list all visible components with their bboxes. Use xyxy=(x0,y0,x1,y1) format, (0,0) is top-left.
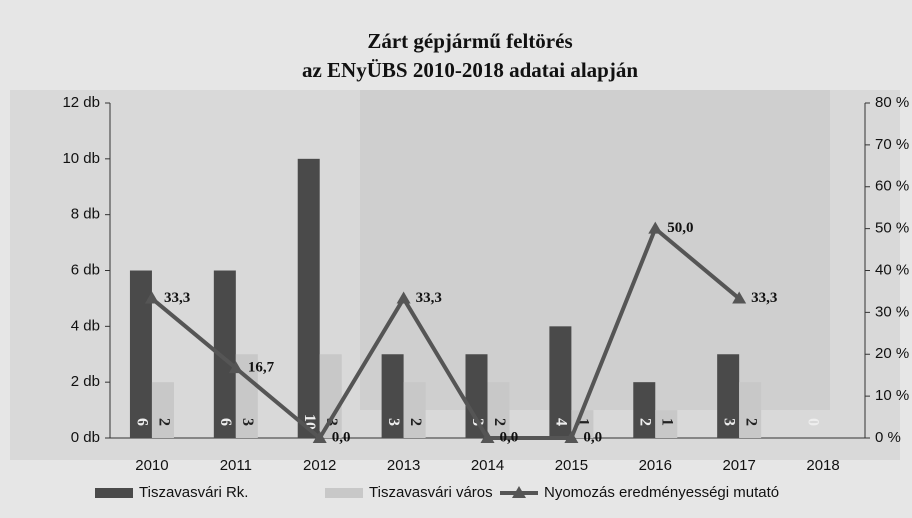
legend-label: Tiszavasvári város xyxy=(369,484,493,501)
bar-value-label: 4 xyxy=(553,418,570,426)
bar-value-label: 2 xyxy=(637,418,654,426)
bar xyxy=(152,382,174,438)
chart-subtitle: az ENyÜBS 2010-2018 adatai alapján xyxy=(302,58,638,82)
line-value-label: 0,0 xyxy=(583,429,602,445)
x-tick-label: 2016 xyxy=(639,457,672,474)
bar-value-label: 3 xyxy=(385,418,402,426)
bar xyxy=(130,271,152,439)
x-tick-label: 2011 xyxy=(220,457,252,474)
bar xyxy=(633,382,655,438)
bar xyxy=(298,159,320,438)
x-tick-label: 2013 xyxy=(387,457,420,474)
y-tick-label: 10 db xyxy=(62,150,100,167)
x-tick-label: 2010 xyxy=(135,457,168,474)
bar xyxy=(739,382,761,438)
chart-title: Zárt gépjármű feltörés xyxy=(367,29,572,53)
bar-value-label: 2 xyxy=(407,418,424,426)
bar-value-label: 2 xyxy=(742,418,759,426)
y-tick-label: 4 db xyxy=(71,317,100,334)
y2-tick-label: 10 % xyxy=(875,387,909,404)
y2-tick-label: 0 % xyxy=(875,429,901,446)
building xyxy=(360,90,830,410)
chart: Zárt gépjármű feltörés az ENyÜBS 2010-20… xyxy=(0,0,912,518)
bar-value-label: 2 xyxy=(155,418,172,426)
y-tick-label: 8 db xyxy=(71,206,100,223)
legend-label: Nyomozás eredményességi mutató xyxy=(544,484,779,501)
bar-value-label: 3 xyxy=(720,418,737,426)
x-tick-label: 2017 xyxy=(722,457,755,474)
y2-tick-label: 50 % xyxy=(875,220,909,237)
legend-swatch xyxy=(95,488,133,498)
bar-value-label: 2 xyxy=(491,418,508,426)
y2-tick-label: 80 % xyxy=(875,94,909,111)
y2-tick-label: 20 % xyxy=(875,345,909,362)
legend-label: Tiszavasvári Rk. xyxy=(139,484,248,501)
line-value-label: 33,3 xyxy=(751,290,777,306)
x-tick-label: 2018 xyxy=(806,457,839,474)
y2-tick-label: 60 % xyxy=(875,178,909,195)
y-tick-label: 2 db xyxy=(71,373,100,390)
bar xyxy=(404,382,426,438)
y-tick-label: 12 db xyxy=(62,94,100,111)
bar-value-label: 0 xyxy=(804,418,821,426)
legend-swatch xyxy=(325,488,363,498)
line-value-label: 33,3 xyxy=(416,290,442,306)
y2-tick-label: 30 % xyxy=(875,303,909,320)
bar-value-label: 1 xyxy=(659,418,676,426)
x-tick-label: 2012 xyxy=(303,457,336,474)
bar-value-label: 6 xyxy=(217,418,234,426)
x-tick-label: 2014 xyxy=(471,457,504,474)
x-tick-label: 2015 xyxy=(555,457,588,474)
line-value-label: 0,0 xyxy=(500,429,519,445)
line-value-label: 50,0 xyxy=(667,220,693,236)
line-value-label: 0,0 xyxy=(332,429,351,445)
y2-tick-label: 40 % xyxy=(875,261,909,278)
line-value-label: 16,7 xyxy=(248,360,275,376)
y2-tick-label: 70 % xyxy=(875,136,909,153)
line-value-label: 33,3 xyxy=(164,290,190,306)
y-tick-label: 0 db xyxy=(71,429,100,446)
y-tick-label: 6 db xyxy=(71,261,100,278)
bar-value-label: 6 xyxy=(133,418,150,426)
bar-value-label: 3 xyxy=(239,418,256,426)
